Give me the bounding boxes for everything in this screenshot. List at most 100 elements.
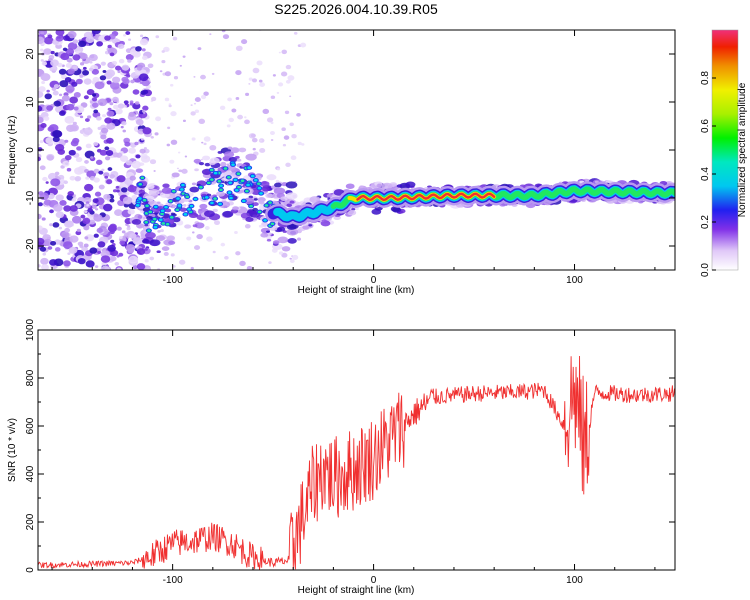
spectrogram-speckle — [170, 253, 175, 257]
spectrogram-speckle — [182, 55, 186, 58]
spectrogram-cloud — [253, 198, 258, 201]
spectrogram-speckle — [72, 54, 81, 61]
spectrogram-cloud — [192, 224, 198, 228]
spectrogram-blob-core — [153, 225, 158, 229]
spectrogram-speckle — [58, 68, 67, 75]
spectrogram-blob-core — [259, 192, 263, 195]
spectrogram-blob-core — [247, 166, 251, 170]
spectrogram-speckle — [118, 252, 124, 257]
spectrogram-cloud — [203, 210, 215, 218]
spectrogram-cloud — [144, 223, 149, 227]
spectrogram-cloud — [276, 226, 286, 232]
spectrogram-speckle — [38, 202, 43, 207]
spectrogram-speckle — [78, 40, 87, 48]
spectrogram-speckle — [228, 117, 234, 123]
spectrogram-cloud — [194, 222, 205, 229]
spectrogram-speckle — [169, 159, 175, 164]
spectrogram-cloud — [286, 203, 293, 208]
spectrogram-cloud — [178, 169, 183, 173]
spectrogram-speckle — [296, 112, 301, 117]
spectrogram-blob-core — [168, 199, 173, 203]
spectrogram-speckle — [38, 156, 41, 162]
spectrogram-speckle — [237, 114, 244, 120]
spectrogram-speckle — [88, 53, 98, 62]
spectrogram-cloud — [252, 207, 258, 212]
spectrogram-cloud — [145, 184, 155, 190]
spectrogram-speckle — [93, 233, 99, 238]
spectrogram-blob-core — [237, 185, 241, 189]
spectrogram-speckle — [117, 43, 125, 49]
spectrogram-blob-core — [181, 183, 185, 187]
spectrogram-speckle — [136, 66, 142, 71]
spectrogram-blob-core — [206, 181, 211, 185]
spectrogram-blob-core — [213, 197, 217, 200]
spectrogram-blob-core — [193, 197, 198, 201]
spectrogram-speckle — [154, 132, 159, 136]
spectrogram-xtick-label: -100 — [163, 275, 183, 286]
spectrogram-blob-core — [240, 179, 245, 183]
spectrogram-speckle — [272, 74, 276, 77]
colorbar-label: Normalized spectral amplitude — [737, 82, 748, 217]
spectrogram-speckle — [65, 48, 75, 56]
spectrogram-speckle — [291, 254, 299, 260]
spectrogram-speckle — [52, 136, 60, 143]
spectrogram-speckle — [259, 82, 266, 87]
spectrogram-speckle — [107, 244, 116, 252]
spectrogram-speckle — [141, 109, 146, 113]
spectrogram-speckle — [86, 204, 90, 207]
spectrogram-speckle — [67, 252, 71, 255]
spectrogram-blob-core — [142, 198, 147, 202]
spectrogram-cloud — [260, 232, 269, 238]
spectrogram-blob-core — [187, 208, 191, 211]
spectrogram-blob-core — [236, 172, 241, 175]
spectrogram-cloud — [273, 187, 286, 195]
spectrogram-speckle — [248, 83, 251, 85]
spectrogram-cloud — [351, 207, 356, 211]
spectrogram-speckle — [138, 73, 149, 82]
spectrogram-cloud — [141, 238, 150, 244]
spectrogram-speckle — [82, 217, 91, 225]
spectrogram-speckle — [252, 147, 256, 151]
spectrogram-speckle — [40, 48, 44, 52]
spectrogram-speckle — [87, 115, 92, 119]
spectrogram-cloud — [227, 146, 233, 150]
spectrogram-speckle — [115, 185, 120, 189]
spectrogram-speckle — [181, 168, 188, 174]
spectrogram-cloud — [354, 207, 359, 211]
spectrogram-speckle — [139, 34, 144, 38]
spectrogram-cloud — [148, 189, 160, 196]
spectrogram-cloud — [170, 212, 176, 216]
spectrogram-speckle — [141, 79, 150, 87]
spectrogram-speckle — [104, 175, 109, 179]
spectrogram-speckle — [213, 220, 220, 226]
spectrogram-speckle — [200, 158, 203, 161]
spectrogram-cloud — [238, 147, 247, 153]
spectrogram-speckle — [178, 259, 186, 265]
spectrogram-speckle — [38, 213, 42, 220]
spectrogram-speckle — [63, 241, 73, 250]
spectrogram-speckle — [170, 139, 178, 145]
spectrogram-blob-core — [250, 174, 255, 178]
spectrogram-speckle — [83, 78, 92, 85]
spectrogram-blob-core — [264, 204, 269, 207]
spectrogram-speckle — [41, 264, 50, 270]
spectrogram-speckle — [71, 81, 78, 87]
spectrogram-speckle — [85, 234, 95, 242]
spectrogram-cloud — [194, 168, 199, 172]
spectrogram-blob-core — [160, 209, 165, 213]
spectrogram-speckle — [224, 255, 229, 260]
spectrogram-speckle — [278, 251, 284, 255]
spectrogram-cloud — [285, 192, 298, 200]
spectrogram-speckle — [109, 198, 115, 203]
snr-ytick-label: 0 — [25, 567, 36, 573]
spectrogram-cloud — [189, 186, 200, 193]
spectrogram-blob-core — [219, 184, 223, 187]
spectrogram-cloud — [155, 235, 166, 242]
spectrogram-speckle — [80, 214, 86, 219]
spectrogram-speckle — [196, 233, 203, 240]
spectrogram-cloud — [272, 240, 280, 245]
spectrogram-speckle — [219, 105, 226, 111]
spectrogram-speckle — [50, 178, 61, 187]
spectrogram-cloud — [265, 193, 273, 199]
spectrogram-blob-core — [145, 204, 149, 208]
